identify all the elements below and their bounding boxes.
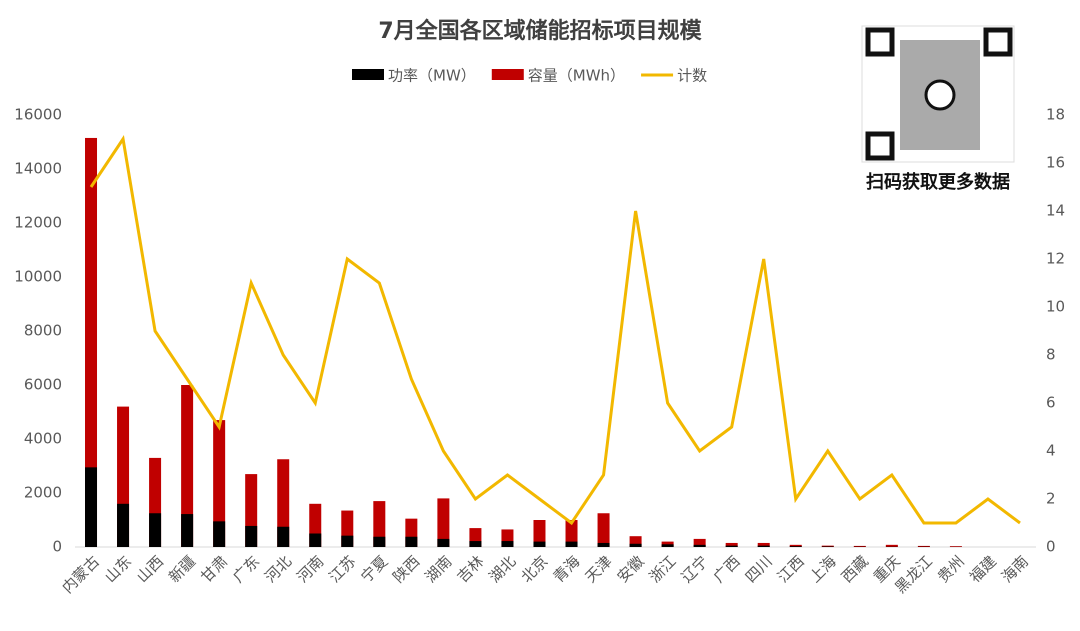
bar (693, 544, 706, 547)
bar (469, 541, 482, 547)
line (89, 135, 1021, 526)
bar (949, 546, 962, 547)
bar (661, 544, 674, 547)
bar (853, 545, 866, 547)
bar (213, 521, 226, 547)
y-tick-label: 0 (52, 538, 62, 556)
y2-tick-label: 0 (1046, 538, 1056, 556)
bar (341, 535, 354, 547)
y-tick-label: 4000 (24, 430, 62, 448)
bar (277, 526, 290, 547)
bar (181, 385, 194, 547)
bar (373, 501, 386, 547)
y2-tick-label: 6 (1046, 394, 1056, 412)
bar (693, 538, 706, 547)
bar (757, 542, 770, 547)
y-tick-label: 10000 (14, 268, 62, 286)
bar (437, 538, 450, 547)
y2-tick-label: 8 (1046, 346, 1056, 364)
bar (533, 541, 546, 547)
legend-label: 功率（MW） (388, 67, 476, 85)
bar (309, 533, 322, 547)
bar (501, 541, 514, 547)
legend-swatch (352, 69, 384, 80)
bar (821, 545, 834, 547)
bar (213, 420, 226, 547)
qr-caption: 扫码获取更多数据 (866, 171, 1010, 193)
bar (149, 513, 162, 547)
chart-title: 7月全国各区域储能招标项目规模 (378, 18, 702, 44)
bar (725, 542, 738, 547)
y2-tick-label: 12 (1046, 250, 1065, 268)
bar (373, 536, 386, 547)
bar (789, 544, 802, 547)
y-tick-label: 12000 (14, 214, 62, 232)
legend-label: 容量（MWh） (528, 67, 625, 85)
y-tick-label: 14000 (14, 160, 62, 178)
bar (85, 467, 98, 547)
y-tick-label: 2000 (24, 484, 62, 502)
y2-tick-label: 18 (1046, 106, 1065, 124)
legend-swatch (491, 69, 524, 80)
bar (405, 536, 418, 547)
bar (725, 545, 738, 547)
bar (277, 459, 290, 547)
bar (117, 503, 130, 547)
qr-code (861, 25, 1015, 163)
bar (597, 542, 610, 547)
bar (885, 544, 898, 547)
bar (629, 543, 642, 547)
bar (565, 541, 578, 547)
bar (565, 520, 578, 547)
y2-tick-label: 14 (1046, 202, 1065, 220)
y2-tick-label: 10 (1046, 298, 1065, 316)
bar (85, 137, 98, 547)
y2-tick-label: 16 (1046, 154, 1065, 172)
y2-tick-label: 4 (1046, 442, 1056, 460)
bar (245, 525, 258, 547)
y-tick-label: 16000 (14, 106, 62, 124)
bar (597, 513, 610, 547)
bar (821, 546, 834, 547)
y-tick-label: 8000 (24, 322, 62, 340)
bar (629, 536, 642, 547)
y2-tick-label: 2 (1046, 490, 1056, 508)
bar (181, 514, 194, 547)
y-tick-label: 6000 (24, 376, 62, 394)
bar (917, 545, 930, 547)
bar (789, 546, 802, 547)
bar (757, 545, 770, 547)
bar (437, 498, 450, 547)
bar (533, 520, 546, 547)
legend-label: 计数 (677, 67, 707, 85)
